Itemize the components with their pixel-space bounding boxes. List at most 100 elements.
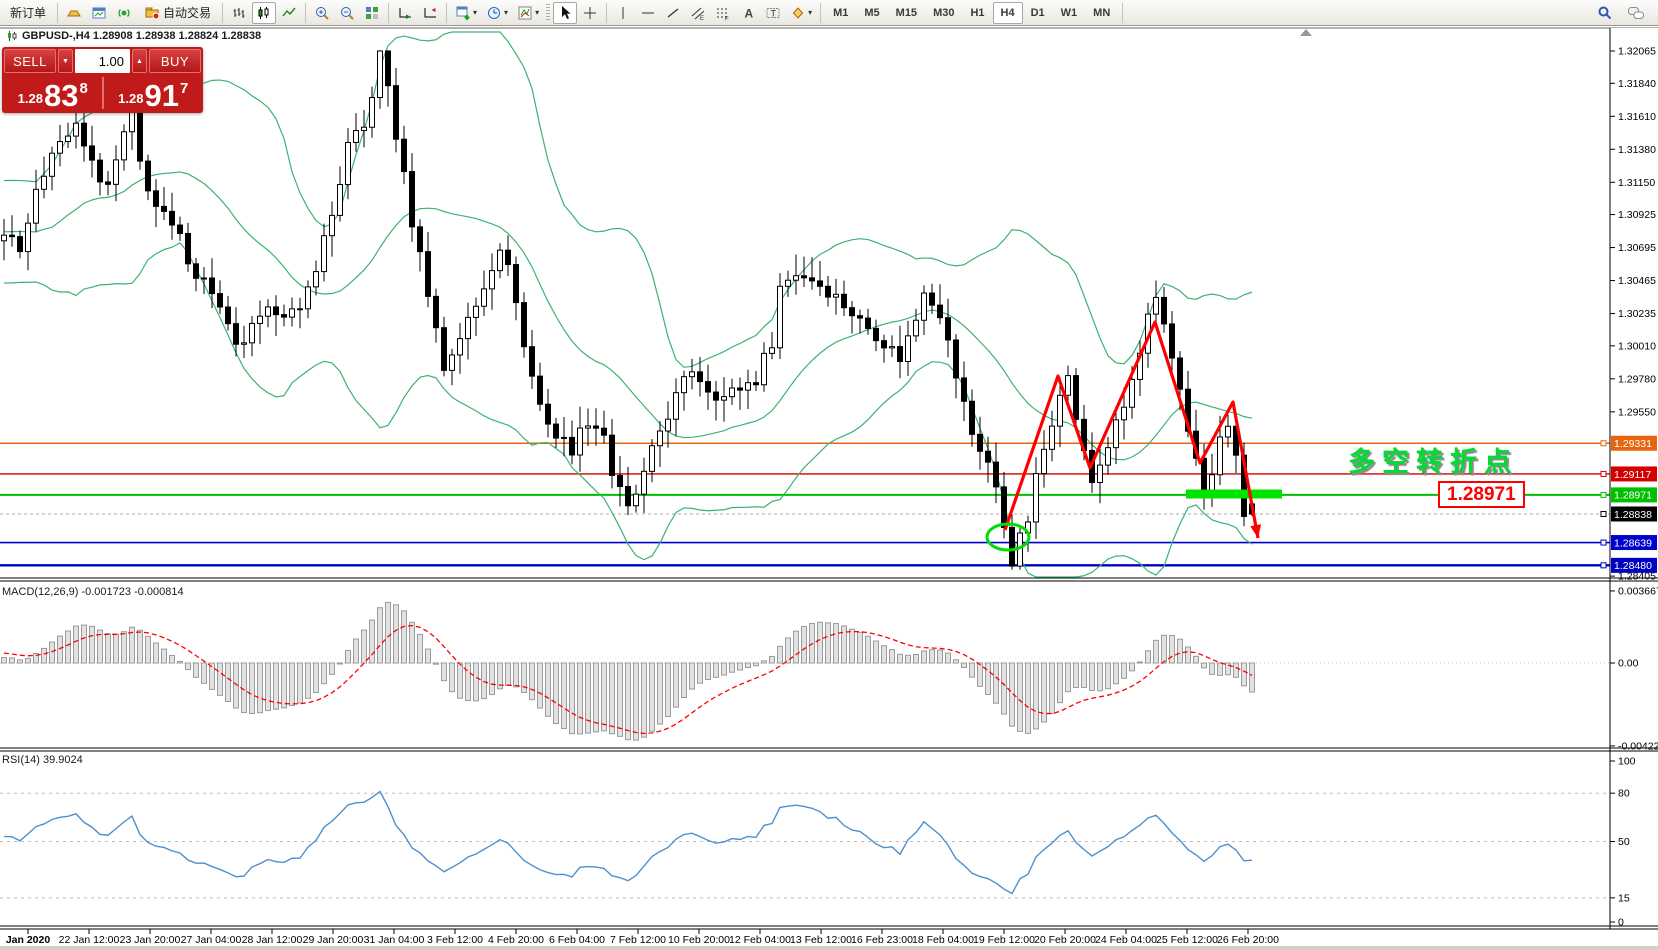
level-anchor-marker[interactable] — [1600, 562, 1607, 569]
chart-window-icon[interactable] — [87, 2, 111, 24]
level-anchor-marker[interactable] — [1600, 440, 1607, 447]
macd-histogram-bar — [665, 662, 671, 718]
candle-body — [65, 135, 71, 143]
trendline-button[interactable] — [661, 2, 685, 24]
candle-body — [753, 382, 759, 386]
volume-input[interactable]: 1.00 — [75, 49, 130, 73]
ellipse-annotation[interactable] — [985, 522, 1031, 552]
volume-increase-button[interactable] — [132, 49, 147, 73]
tile-windows-button[interactable] — [360, 2, 384, 24]
level-anchor-marker[interactable] — [1600, 510, 1607, 517]
line-chart-button[interactable] — [277, 2, 301, 24]
macd-histogram-bar — [1161, 634, 1167, 664]
turning-point-annotation[interactable]: 多空转折点 — [1348, 447, 1518, 477]
bar-chart-button[interactable] — [227, 2, 251, 24]
macd-histogram-bar — [1089, 662, 1095, 692]
indicators-button[interactable] — [513, 2, 543, 24]
axis-tick-label: 1.30235 — [1618, 308, 1656, 320]
chart-shift-button[interactable] — [418, 2, 442, 24]
trend-zigzag-annotation[interactable] — [1003, 320, 1260, 539]
macd-histogram-bar — [57, 635, 63, 664]
macd-histogram-bar — [473, 662, 479, 702]
macd-histogram-bar — [849, 628, 855, 664]
timeframe-m30-button[interactable]: M30 — [933, 6, 955, 19]
volume-decrease-button[interactable] — [58, 49, 73, 73]
timeframe-m5-button[interactable]: M5 — [864, 6, 880, 19]
autotrading-folder-icon — [144, 5, 160, 21]
chat-icon[interactable] — [1623, 2, 1649, 24]
search-icon[interactable] — [1592, 2, 1617, 24]
candle-body — [465, 316, 471, 340]
vertical-line-button[interactable] — [611, 2, 635, 24]
macd-histogram-bar — [401, 610, 407, 664]
timeframe-m1-button[interactable]: M1 — [833, 6, 849, 19]
text-label-button[interactable]: T — [761, 2, 785, 24]
candle-body — [657, 430, 663, 447]
toolbar-grip — [546, 3, 551, 22]
candle-body — [233, 323, 239, 345]
candle-body — [881, 340, 887, 349]
timeframe-w1-button[interactable]: W1 — [1060, 6, 1078, 19]
new-chart-button[interactable] — [451, 2, 481, 24]
candle-body — [257, 315, 263, 324]
level-anchor-marker[interactable] — [1600, 470, 1607, 477]
candle-body — [1049, 425, 1055, 450]
chevron-down-icon — [535, 8, 539, 17]
radio-signal-icon[interactable] — [112, 2, 136, 24]
macd-panel[interactable] — [0, 601, 1610, 741]
highlight-bar-annotation[interactable] — [1186, 489, 1282, 499]
candle-body — [241, 342, 247, 345]
timeframe-m15-button[interactable]: M15 — [895, 6, 918, 19]
price-axis[interactable]: 1.32065 1.31840 1.31610 1.31380 1.31150 1.309… — [1600, 28, 1658, 929]
timeframe-h1-button[interactable]: H1 — [970, 6, 985, 19]
gold-ingot-icon[interactable] — [62, 2, 86, 24]
equidistant-channel-button[interactable]: E — [686, 2, 710, 24]
macd-histogram-bar — [145, 635, 151, 664]
new-order-button[interactable]: 新订单 — [10, 6, 47, 20]
horizontal-line-button[interactable] — [636, 2, 660, 24]
macd-histogram-bar — [169, 654, 175, 664]
candle-body — [161, 205, 167, 212]
shapes-button[interactable] — [786, 2, 816, 24]
macd-histogram-bar — [649, 662, 655, 732]
timeframe-mn-button[interactable]: MN — [1093, 6, 1111, 19]
macd-histogram-bar — [201, 662, 207, 684]
axis-tick-label: 1.32065 — [1618, 46, 1656, 58]
macd-histogram-bar — [545, 662, 551, 717]
candlestick-chart-button[interactable] — [252, 1, 277, 24]
buy-price[interactable]: 1.28 91 7 — [105, 75, 202, 111]
macd-histogram-bar — [633, 662, 639, 741]
price-box-annotation[interactable]: 1.28971 — [1438, 481, 1525, 508]
fibonacci-button[interactable]: F — [711, 2, 735, 24]
macd-histogram-bar — [529, 662, 535, 701]
candle-body — [625, 485, 631, 507]
auto-scroll-button[interactable] — [393, 2, 417, 24]
macd-histogram-bar — [737, 662, 743, 671]
cursor-button[interactable] — [553, 1, 578, 24]
text-button[interactable]: A — [736, 2, 760, 24]
timeframe-h4-button[interactable]: H4 — [992, 1, 1023, 24]
sell-button[interactable]: SELL — [4, 49, 56, 73]
rsi-panel[interactable] — [0, 790, 1610, 899]
chart-shift-marker[interactable] — [1300, 29, 1312, 36]
zoom-out-button[interactable] — [335, 2, 359, 24]
buy-button[interactable]: BUY — [149, 49, 201, 73]
crosshair-button[interactable] — [578, 2, 602, 24]
candle-body — [473, 305, 479, 318]
timeframe-d1-button[interactable]: D1 — [1030, 6, 1045, 19]
candle-body — [57, 141, 63, 154]
macd-histogram-bar — [593, 662, 599, 733]
axis-tick-label: 1.29780 — [1618, 373, 1656, 385]
level-anchor-marker[interactable] — [1600, 539, 1607, 546]
autotrading-button[interactable]: 自动交易 — [137, 2, 218, 24]
zoom-in-button[interactable] — [310, 2, 334, 24]
price-badge — [1611, 435, 1657, 451]
drawing-objects[interactable] — [985, 320, 1282, 552]
level-anchor-marker[interactable] — [1600, 491, 1607, 498]
time-axis[interactable]: Jan 2020 22 Jan 12:00 23 Jan 20:00 27 Jan 0… — [6, 929, 1279, 946]
profiles-clock-button[interactable] — [482, 2, 512, 24]
sell-price[interactable]: 1.28 83 8 — [4, 75, 101, 111]
sell-price-pip: 8 — [79, 80, 88, 97]
macd-histogram-bar — [1073, 662, 1079, 689]
